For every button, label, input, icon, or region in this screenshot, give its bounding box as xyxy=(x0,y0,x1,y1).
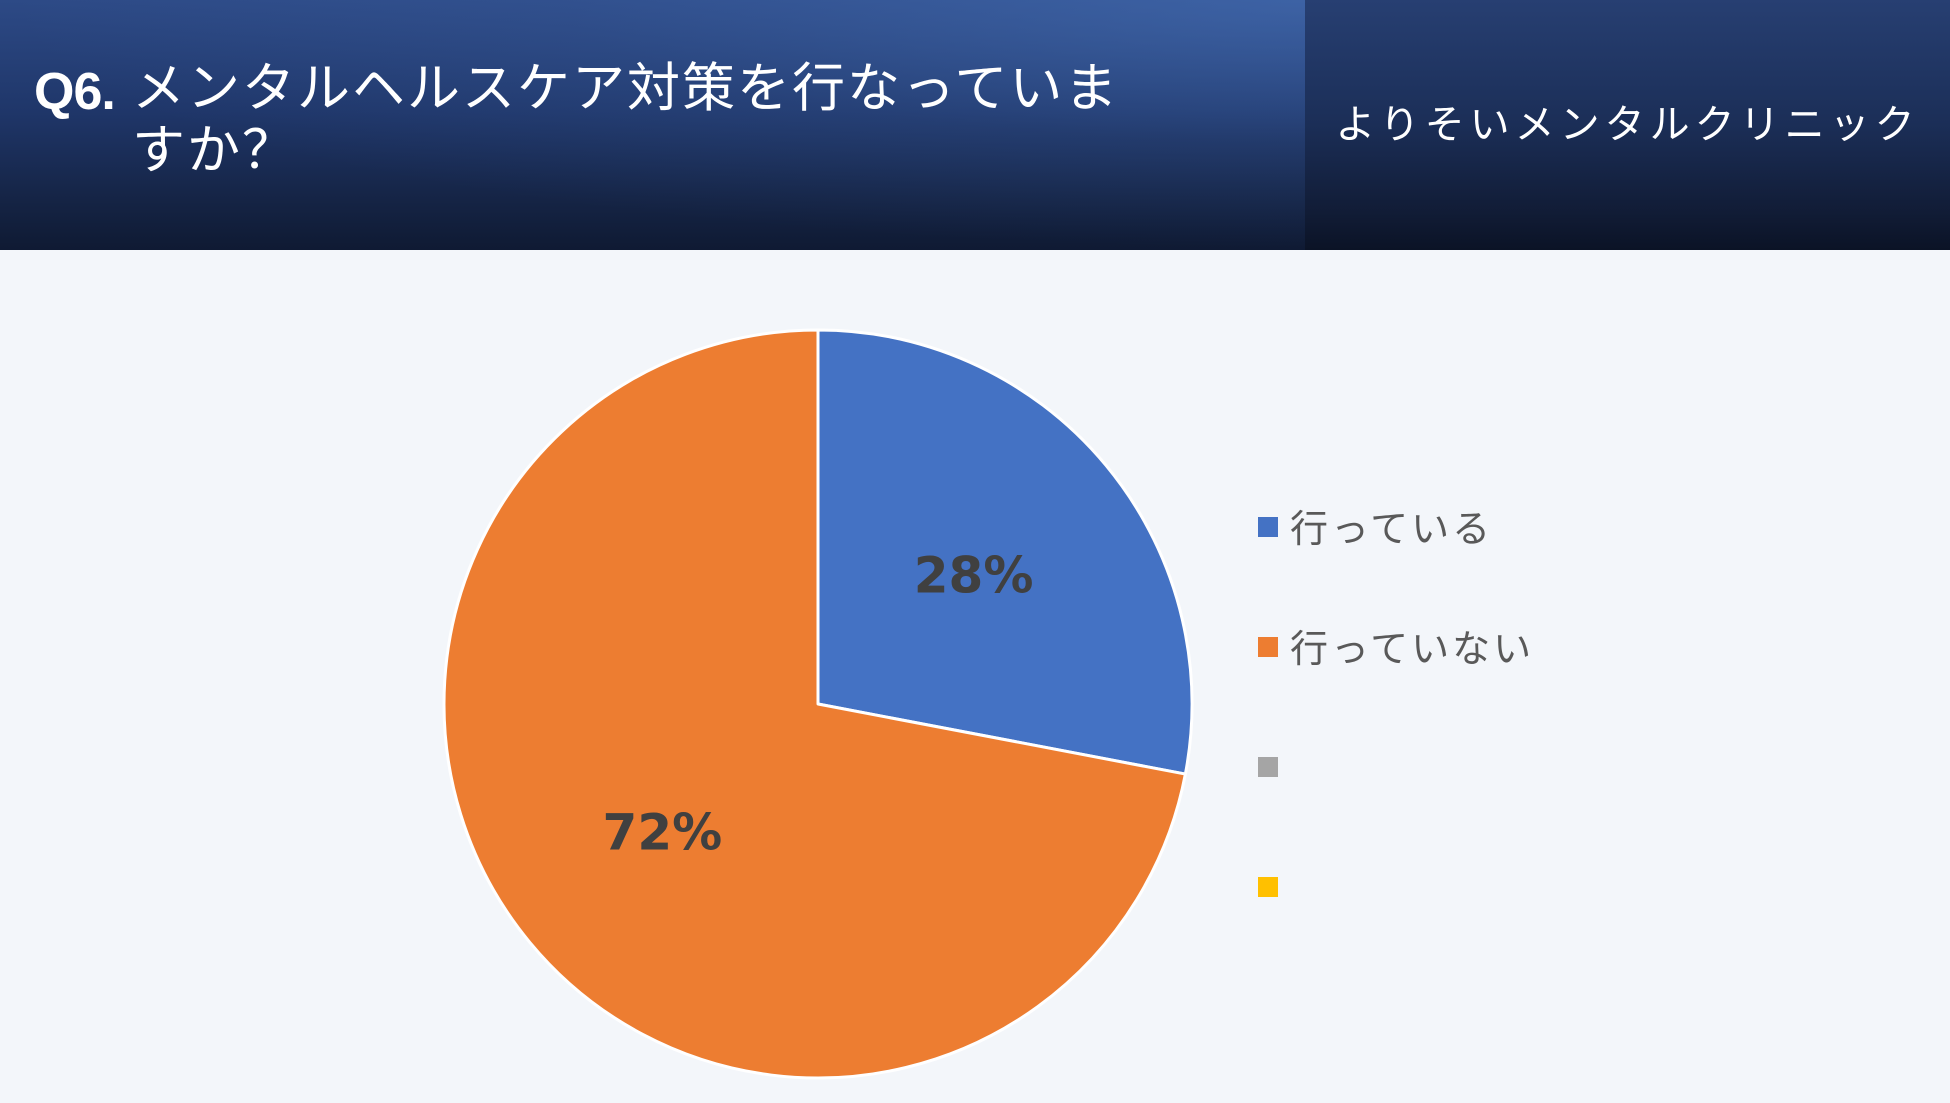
pie-data-label-1: 28% xyxy=(914,546,1034,604)
pie-slice-1 xyxy=(816,328,1194,776)
header-glow xyxy=(0,0,1305,250)
slide-header: Q6. メンタルヘルスケア対策を行なっていま すか？ よりそいメンタルクリニック xyxy=(0,0,1950,250)
legend-label-2: 行っていない xyxy=(1290,627,1535,671)
legend-swatch-4 xyxy=(1258,877,1278,897)
clinic-name: よりそいメンタルクリニック xyxy=(1335,102,1920,148)
pie-data-labels: 28% 72% xyxy=(603,546,1034,861)
pie-slice-2 xyxy=(442,328,1187,1080)
question-number: Q6. xyxy=(34,63,116,121)
header-right-panel xyxy=(1305,0,1950,250)
legend-swatch-3 xyxy=(1258,757,1278,777)
legend-swatch-2 xyxy=(1258,637,1278,657)
question-title: メンタルヘルスケア対策を行なっていま すか？ xyxy=(132,58,1120,181)
pie-chart: 28% 72% xyxy=(442,328,1194,1080)
legend-swatch-1 xyxy=(1258,517,1278,537)
pie-data-label-2: 72% xyxy=(603,804,723,862)
legend-label-1: 行っている xyxy=(1290,507,1494,551)
pie-slices xyxy=(442,328,1194,1080)
